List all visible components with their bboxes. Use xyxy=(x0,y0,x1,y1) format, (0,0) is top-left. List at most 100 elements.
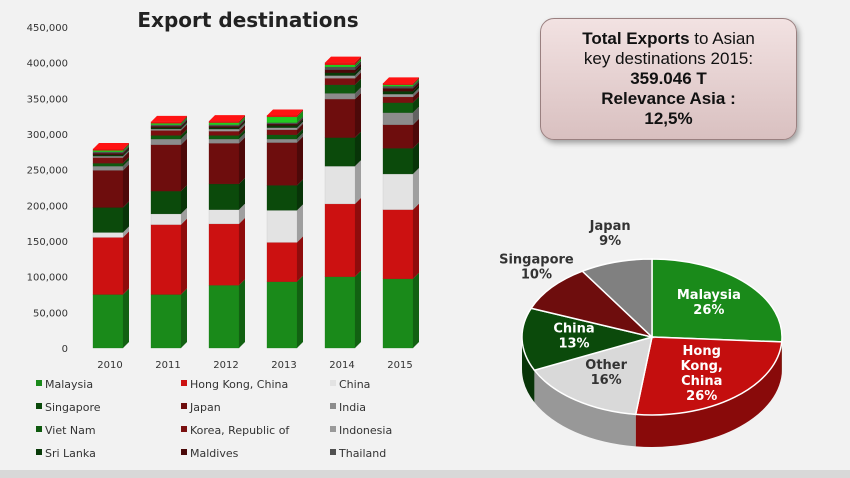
legend-label: Sri Lanka xyxy=(45,447,96,460)
pie-slice xyxy=(529,270,655,339)
bar-segment xyxy=(92,231,129,295)
bar-chart-title: Export destinations xyxy=(137,8,358,32)
legend-item: Hong Kong, China xyxy=(181,378,288,391)
x-tick-label: 2014 xyxy=(329,360,354,371)
legend-item: Viet Nam xyxy=(36,424,96,437)
legend-swatch xyxy=(330,380,336,386)
bar-segment xyxy=(382,142,419,175)
bar-segment xyxy=(208,177,245,210)
callout-line-2: key destinations 2015: xyxy=(583,49,754,68)
pie-slice-label: China 13% xyxy=(553,321,594,351)
bar-top-cap xyxy=(151,115,187,122)
pie-slice-label: Other 16% xyxy=(585,358,627,388)
bar-segment xyxy=(324,270,361,349)
bar-segment xyxy=(324,131,361,167)
legend-swatch xyxy=(181,449,187,455)
legend-label: China xyxy=(339,378,370,391)
legend-swatch xyxy=(330,403,336,409)
pie-slice-label: Hong Kong, China 26% xyxy=(681,344,723,404)
total-exports-callout: Total Exports to Asian key destinations … xyxy=(540,18,797,140)
bar-segment xyxy=(92,201,129,233)
stacked-bars xyxy=(92,56,419,349)
legend-label: Thailand xyxy=(338,447,386,460)
legend-item: Singapore xyxy=(36,401,101,414)
y-tick-label: 50,000 xyxy=(33,308,68,319)
bar-top-cap xyxy=(267,109,303,116)
bar-segment xyxy=(324,197,361,277)
y-tick-label: 250,000 xyxy=(27,166,68,177)
legend-swatch xyxy=(36,426,42,432)
bar-segment xyxy=(266,275,303,349)
legend-label: Hong Kong, China xyxy=(190,378,288,391)
bar-top-cap xyxy=(383,77,419,84)
bar-segment xyxy=(382,203,419,279)
y-tick-label: 100,000 xyxy=(27,273,68,284)
pie-slice-label: Japan 9% xyxy=(589,219,631,249)
legend-label: Japan xyxy=(189,401,221,414)
bar-segment xyxy=(324,160,361,205)
pie-slice xyxy=(651,258,783,343)
callout-relevance-label: Relevance Asia : xyxy=(541,89,796,109)
legend-swatch xyxy=(181,380,187,386)
y-tick-label: 450,000 xyxy=(27,23,68,34)
legend-swatch xyxy=(36,449,42,455)
callout-total-value: 359.046 T xyxy=(541,69,796,89)
pie-slice xyxy=(580,258,653,339)
bar-segment xyxy=(208,203,245,225)
y-tick-label: 150,000 xyxy=(27,237,68,248)
legend-item: China xyxy=(330,378,370,391)
bar-segment xyxy=(92,164,129,208)
legend-label: Viet Nam xyxy=(45,424,96,437)
x-tick-label: 2013 xyxy=(271,360,296,371)
legend-label: Malaysia xyxy=(45,378,93,391)
bar-segment xyxy=(208,137,245,185)
bar-segment xyxy=(150,185,187,215)
pie-slice-side xyxy=(635,341,782,447)
x-tick-label: 2011 xyxy=(155,360,180,371)
bottom-strip xyxy=(0,470,850,478)
x-tick-label: 2015 xyxy=(387,360,412,371)
legend: Malaysia Hong Kong, China China Singapore Ja… xyxy=(36,378,392,478)
bar-segment xyxy=(208,217,245,286)
legend-item: Thailand xyxy=(330,447,386,460)
legend-swatch xyxy=(181,426,187,432)
bar-segment xyxy=(266,136,303,186)
y-tick-label: 0 xyxy=(62,344,68,355)
bar-segment xyxy=(382,106,419,125)
callout-relevance-value-text: 12,5% xyxy=(644,109,693,128)
legend-swatch xyxy=(181,403,187,409)
y-tick-label: 200,000 xyxy=(27,201,68,212)
pie-slice xyxy=(634,336,783,416)
bar-segment xyxy=(382,167,419,210)
pie-chart xyxy=(521,258,783,447)
y-axis: 0 50,000 100,000 150,000 200,000 250,000 300,0… xyxy=(27,23,68,355)
legend-label: India xyxy=(339,401,366,414)
bar-top-cap xyxy=(209,115,245,122)
y-tick-label: 400,000 xyxy=(27,59,68,70)
pie-slice-side xyxy=(522,337,535,403)
x-tick-label: 2010 xyxy=(97,360,122,371)
callout-total-value-text: 359.046 T xyxy=(630,69,707,88)
legend-item: India xyxy=(330,401,366,414)
bar-segment xyxy=(150,138,187,192)
legend-item: Sri Lanka xyxy=(36,447,96,460)
bar-segment xyxy=(266,236,303,282)
legend-label: Indonesia xyxy=(339,424,392,437)
legend-swatch xyxy=(36,403,42,409)
callout-to-asian: to Asian xyxy=(689,29,755,48)
bar-top-cap xyxy=(93,142,129,149)
y-tick-label: 350,000 xyxy=(27,94,68,105)
x-axis: 2010 2011 2012 2013 2014 2015 xyxy=(97,360,412,371)
bar-segment xyxy=(92,288,129,349)
bar-segment xyxy=(150,288,187,349)
legend-item: Japan xyxy=(181,401,221,414)
bar-segment xyxy=(266,179,303,211)
legend-item: Maldives xyxy=(181,447,239,460)
y-tick-label: 300,000 xyxy=(27,130,68,141)
legend-item: Malaysia xyxy=(36,378,93,391)
bar-segment xyxy=(382,272,419,349)
legend-label: Singapore xyxy=(45,401,101,414)
pie-slice xyxy=(533,335,653,416)
callout-relevance-value: 12,5% xyxy=(541,109,796,129)
bar-segment xyxy=(150,218,187,295)
